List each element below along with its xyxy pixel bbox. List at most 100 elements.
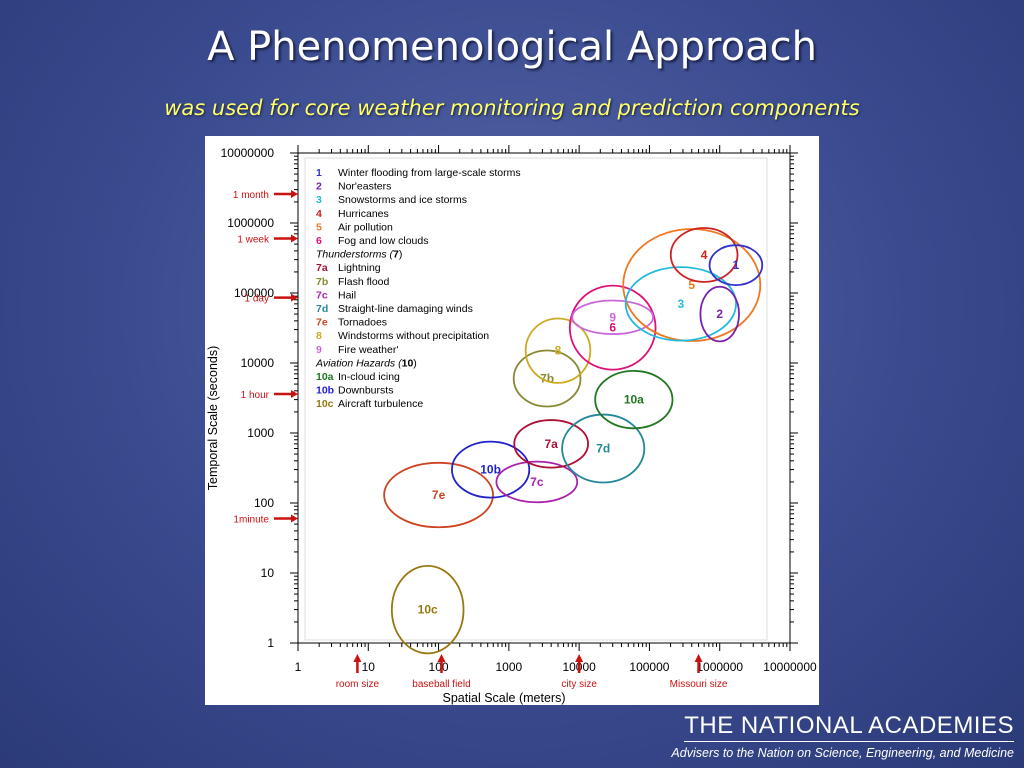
legend-key-8: 8 <box>316 330 322 342</box>
phenomenon-ellipse-7a <box>513 419 589 469</box>
x-tick-label: 100000 <box>629 660 669 674</box>
phenomenon-ellipse-7b <box>512 349 582 408</box>
legend-text-7c: Hail <box>338 289 356 301</box>
legend-heading: Thunderstorms (7) <box>316 249 402 261</box>
legend-text-10c: Aircraft turbulence <box>338 398 423 410</box>
legend-key-5: 5 <box>316 221 322 233</box>
y-marker-label: 1 month <box>233 190 269 201</box>
y-tick-label: 1000000 <box>227 216 274 230</box>
y-marker-label: 1minute <box>233 515 269 526</box>
y-tick-label: 10000 <box>241 356 275 370</box>
y-marker-label: 1 hour <box>241 390 270 401</box>
legend-key-4: 4 <box>316 208 322 220</box>
x-tick-label: 10 <box>362 660 376 674</box>
phenomenon-ellipse-8 <box>524 317 592 384</box>
x-marker-label: city size <box>561 679 597 690</box>
x-tick-label: 10000000 <box>763 660 817 674</box>
legend-key-9: 9 <box>316 344 322 356</box>
chart-panel: 1110101001001000100010000100001000001000… <box>205 136 819 705</box>
phenomenon-ellipse-9 <box>571 299 654 335</box>
phenomenon-ellipse-10c <box>390 564 465 655</box>
x-marker-arrowhead <box>575 654 584 662</box>
x-marker-arrowhead <box>353 654 362 662</box>
phenomenon-ellipse-4 <box>669 227 739 283</box>
phenomenon-label-9: 9 <box>609 310 616 324</box>
legend-key-10a: 10a <box>316 371 334 383</box>
x-axis-label: Spatial Scale (meters) <box>443 691 566 705</box>
y-tick-label: 10000000 <box>221 146 275 160</box>
legend-heading: Aviation Hazards (10) <box>315 357 417 369</box>
legend-key-10c: 10c <box>316 398 334 410</box>
x-tick-label: 100 <box>429 660 449 674</box>
legend-text-7d: Straight-line damaging winds <box>338 303 473 315</box>
phenomenon-label-1: 1 <box>733 258 740 272</box>
y-axis-label: Temporal Scale (seconds) <box>206 346 220 491</box>
legend-text-7b: Flash flood <box>338 276 390 288</box>
phenomenon-label-4: 4 <box>701 248 708 262</box>
legend-key-7e: 7e <box>316 317 328 329</box>
phenomenon-ellipse-6 <box>568 284 657 371</box>
x-marker-label: room size <box>336 679 380 690</box>
phenomenon-label-5: 5 <box>688 278 695 292</box>
x-marker-arrowhead <box>694 654 703 662</box>
phenomenon-ellipse-7c <box>495 460 579 504</box>
org-name: THE NATIONAL ACADEMIES <box>684 712 1014 739</box>
y-marker-arrowhead <box>291 390 298 399</box>
phenomenon-label-7d: 7d <box>596 442 610 456</box>
legend-key-7b: 7b <box>316 276 328 288</box>
legend-text-1: Winter flooding from large-scale storms <box>338 167 521 179</box>
y-tick-label: 100 <box>254 496 274 510</box>
phenomenon-label-8: 8 <box>555 344 562 358</box>
legend-text-10b: Downbursts <box>338 385 393 397</box>
legend-key-2: 2 <box>316 181 322 193</box>
phenomenon-label-10a: 10a <box>624 393 644 407</box>
legend-text-3: Snowstorms and ice storms <box>338 194 467 206</box>
phenomenon-ellipse-7e <box>383 461 494 529</box>
org-tagline: Advisers to the Nation on Science, Engin… <box>671 746 1014 760</box>
y-marker-arrowhead <box>291 514 298 523</box>
legend-text-5: Air pollution <box>338 221 393 233</box>
x-marker-label: baseball field <box>412 679 470 690</box>
plot-frame <box>297 152 791 644</box>
y-tick-label: 1000 <box>247 426 274 440</box>
y-marker-arrowhead <box>291 293 298 302</box>
y-marker-label: 1 day <box>245 294 269 305</box>
legend-key-1: 1 <box>316 167 322 179</box>
legend-text-7e: Tornadoes <box>338 317 387 329</box>
phenomenon-label-6: 6 <box>609 321 616 335</box>
legend-key-7a: 7a <box>316 262 328 274</box>
y-marker-arrowhead <box>291 189 298 198</box>
phenomenon-label-10b: 10b <box>480 463 501 477</box>
legend-text-7a: Lightning <box>338 262 381 274</box>
phenomenon-label-7e: 7e <box>432 488 446 502</box>
legend-text-4: Hurricanes <box>338 208 389 220</box>
legend-key-6: 6 <box>316 235 322 247</box>
legend-text-6: Fog and low clouds <box>338 235 428 247</box>
phenomenon-label-7a: 7a <box>544 437 558 451</box>
phenomenon-label-3: 3 <box>678 297 685 311</box>
x-marker-label: Missouri size <box>670 679 728 690</box>
y-tick-label: 100000 <box>234 286 274 300</box>
phenomenon-ellipse-2 <box>699 285 740 343</box>
legend-key-3: 3 <box>316 194 322 206</box>
phenomenon-label-2: 2 <box>716 307 723 321</box>
legend-box <box>304 157 768 641</box>
y-tick-label: 10 <box>261 566 275 580</box>
phenomenon-ellipse-3 <box>624 266 737 342</box>
legend-key-10b: 10b <box>316 385 334 397</box>
legend-text-8: Windstorms without precipitation <box>338 330 489 342</box>
phenomenon-ellipse-10a <box>594 370 674 430</box>
legend-key-7c: 7c <box>316 289 328 301</box>
legend-text-2: Nor'easters <box>338 181 391 193</box>
legend-key-7d: 7d <box>316 303 328 315</box>
phenomenon-label-7c: 7c <box>530 475 544 489</box>
scale-chart: 1110101001001000100010000100001000001000… <box>206 145 817 705</box>
x-tick-label: 1 <box>295 660 302 674</box>
y-marker-label: 1 week <box>237 235 270 246</box>
slide-subtitle: was used for core weather monitoring and… <box>164 96 860 120</box>
x-tick-label: 1000 <box>496 660 523 674</box>
y-tick-label: 1 <box>267 636 274 650</box>
footer-divider <box>684 741 1014 742</box>
x-marker-arrowhead <box>437 654 446 662</box>
legend-text-10a: In-cloud icing <box>338 371 400 383</box>
